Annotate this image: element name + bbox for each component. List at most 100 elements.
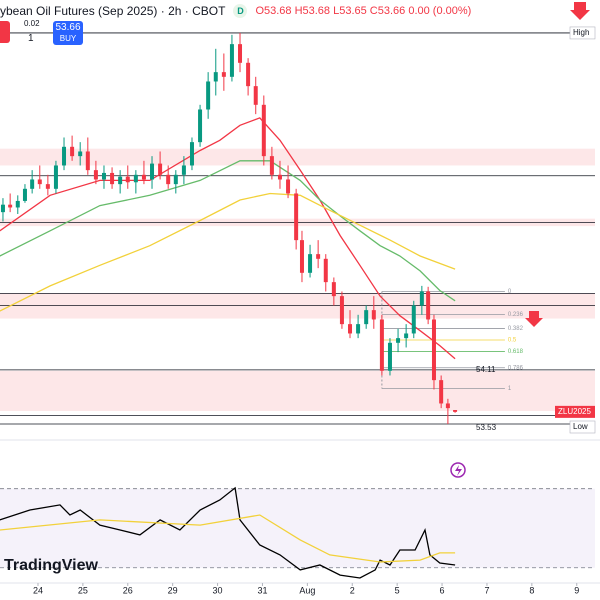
candle-body (213, 72, 218, 82)
candle-body (411, 305, 416, 334)
fib-label: 0.5 (508, 338, 517, 344)
candle-body (158, 163, 163, 175)
candle-body (78, 151, 83, 157)
x-tick-label: 8 (529, 585, 534, 595)
x-tick-label: 31 (257, 585, 267, 595)
candle-body (22, 188, 27, 201)
badge[interactable]: D (233, 4, 248, 18)
event-icon-bolt (455, 465, 462, 476)
candle-body (339, 296, 344, 325)
level-value: 53.53 (476, 423, 497, 432)
level-tag-box (569, 26, 596, 40)
fib-label: 1 (508, 386, 512, 392)
candle-body (30, 179, 35, 189)
candle-body (150, 163, 155, 180)
quantity[interactable]: 1 (28, 33, 34, 44)
x-tick-label: 29 (168, 585, 178, 595)
candle-body (261, 104, 266, 157)
candle-body (110, 172, 115, 185)
layer: 0 0.236 0.382 0.5 0.618 0.786 1 54.11 53.53 High L… (0, 26, 596, 595)
x-tick-label: 24 (33, 585, 43, 595)
fib-label: 0 (508, 289, 512, 295)
candle-body (356, 324, 361, 334)
candle-body (308, 254, 313, 273)
candle-body (85, 151, 90, 171)
candle-body (364, 310, 369, 325)
sell-button[interactable] (0, 21, 10, 43)
candle-body (15, 200, 20, 208)
candle-body (323, 258, 328, 283)
alert-arrow[interactable] (525, 311, 543, 327)
candle-body (426, 291, 431, 320)
x-tick-label: 5 (395, 585, 400, 595)
candle-body (37, 179, 42, 185)
candle-body (206, 81, 211, 110)
candle-body (299, 240, 304, 273)
indicator-line (0, 117, 456, 360)
alert-arrow[interactable] (570, 2, 590, 20)
candle-body (431, 319, 436, 381)
spread: 0.02 (24, 19, 40, 28)
candle-body (379, 319, 384, 371)
candle-body (269, 156, 274, 175)
candle-body (189, 142, 194, 166)
candle-body (316, 254, 321, 259)
indicator-line (0, 160, 456, 302)
last-price-tag (555, 405, 595, 418)
candle-body (133, 174, 138, 183)
last-price-label: ZLU2025 (558, 407, 591, 416)
zone (0, 148, 595, 166)
x-tick-label: 30 (213, 585, 223, 595)
candle-body (53, 165, 58, 189)
candle-body (101, 172, 106, 180)
ohlc: O53.68 H53.68 L53.65 C53.66 0.00 (0.00%) (255, 5, 472, 17)
x-tick-label: 6 (440, 585, 445, 595)
candle-body (387, 342, 392, 371)
candle-body (396, 338, 401, 343)
x-tick-label: 7 (484, 585, 489, 595)
candle-body (238, 44, 243, 63)
candle-body (229, 44, 234, 77)
candle-body (173, 174, 178, 185)
candle-body (348, 324, 353, 334)
candle-body (141, 174, 146, 180)
rsi-band (0, 488, 595, 568)
buy-button[interactable]: 53.66 BUY (53, 21, 83, 45)
buy-label: BUY (59, 34, 77, 43)
x-tick-label: 9 (574, 585, 579, 595)
fib-label: 0.236 (508, 312, 524, 318)
candle-body (70, 146, 75, 157)
event-icon[interactable] (450, 462, 466, 478)
fib-label: 0.786 (508, 365, 524, 371)
fib-label: 0.382 (508, 326, 524, 332)
candle-body (181, 165, 186, 175)
candle-body (439, 380, 444, 404)
x-tick-label: 25 (78, 585, 88, 595)
candle-body (419, 291, 424, 306)
level-tag: High (573, 28, 589, 37)
candle-body (453, 410, 458, 412)
level-value: 54.11 (476, 365, 496, 374)
zone (0, 370, 595, 411)
x-tick-label: 2 (350, 585, 355, 595)
level-tag-box (569, 420, 596, 434)
buy-price: 53.66 (55, 22, 81, 33)
watermark: TradingView (4, 557, 98, 574)
candle-body (166, 174, 171, 185)
candle-body (62, 146, 67, 166)
candle-body (118, 176, 123, 185)
x-tick-label: 26 (123, 585, 133, 595)
candle-body (253, 86, 258, 105)
fib-label: 0.618 (508, 349, 524, 355)
candle-body (286, 179, 291, 194)
candle-body (0, 204, 5, 213)
candle-body (294, 193, 299, 241)
indicator-line (0, 514, 456, 563)
zone (0, 293, 595, 319)
symbol-title: ybean Oil Futures (Sep 2025) · 2h · CBOT (0, 4, 226, 18)
candle-body (198, 109, 203, 143)
candle-body (371, 310, 376, 320)
